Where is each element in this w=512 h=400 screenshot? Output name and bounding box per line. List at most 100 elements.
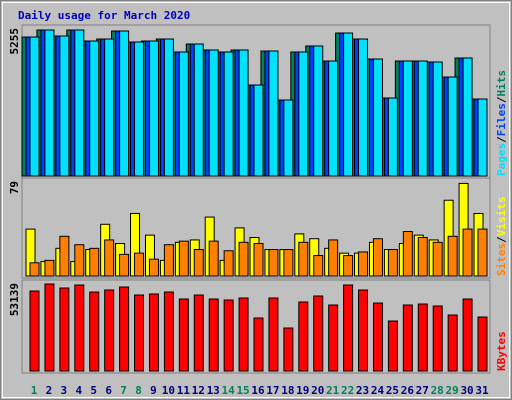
legend-separator: / xyxy=(495,136,508,143)
bar xyxy=(59,235,70,277)
x-tick-label: 17 xyxy=(266,384,279,397)
bar xyxy=(358,251,369,277)
x-tick-label: 26 xyxy=(401,384,415,397)
bar xyxy=(89,291,100,372)
bar xyxy=(119,30,130,177)
bar xyxy=(268,50,279,177)
x-tick-label: 1 xyxy=(31,384,38,397)
bar xyxy=(313,45,324,177)
bar xyxy=(372,238,383,277)
bar xyxy=(477,228,488,277)
x-tick-label: 20 xyxy=(311,384,324,397)
bar xyxy=(328,60,339,177)
bar xyxy=(74,284,85,372)
bar xyxy=(268,249,279,277)
x-tick-label: 13 xyxy=(207,384,220,397)
x-tick-label: 15 xyxy=(236,384,249,397)
bar xyxy=(298,51,309,177)
bar xyxy=(119,253,130,277)
y-tick-label: 53139 xyxy=(8,283,21,316)
bar xyxy=(44,29,55,177)
bar xyxy=(59,287,70,372)
bar xyxy=(148,258,159,277)
legend-entry: Hits xyxy=(495,70,508,97)
bar xyxy=(402,304,413,372)
bar xyxy=(134,294,145,372)
bar xyxy=(29,36,40,177)
bar xyxy=(417,303,428,372)
bar xyxy=(104,239,115,277)
bar xyxy=(432,241,443,277)
bar xyxy=(119,286,130,372)
bar xyxy=(134,252,145,277)
bar xyxy=(29,262,40,277)
bar xyxy=(328,304,339,372)
bar xyxy=(208,298,219,372)
x-tick-label: 11 xyxy=(177,384,191,397)
x-tick-label: 19 xyxy=(296,384,309,397)
x-tick-label: 21 xyxy=(326,384,340,397)
x-tick-label: 9 xyxy=(150,384,157,397)
bar xyxy=(313,255,324,277)
bar xyxy=(74,29,85,177)
bar xyxy=(163,38,174,177)
bar xyxy=(193,43,204,177)
bar xyxy=(417,60,428,177)
bar xyxy=(44,259,55,277)
bar xyxy=(432,305,443,372)
bar xyxy=(193,294,204,372)
bar xyxy=(74,244,85,277)
bar xyxy=(178,298,189,372)
bar xyxy=(148,293,159,372)
x-tick-label: 24 xyxy=(371,384,385,397)
legend: Pages/Files/Hits xyxy=(495,70,508,176)
bar xyxy=(163,291,174,372)
legend-entry: Visits xyxy=(495,197,508,237)
bar xyxy=(208,240,219,277)
bar xyxy=(462,57,473,177)
bar xyxy=(134,41,145,177)
bar xyxy=(358,38,369,177)
bar xyxy=(178,51,189,177)
bar xyxy=(447,314,458,372)
legend-separator: / xyxy=(495,96,508,103)
bar xyxy=(313,295,324,372)
bar xyxy=(343,255,354,277)
x-tick-label: 16 xyxy=(251,384,265,397)
legend: KBytes xyxy=(495,331,508,371)
bar xyxy=(372,58,383,177)
x-tick-label: 3 xyxy=(61,384,68,397)
bar xyxy=(387,97,398,177)
bar xyxy=(358,289,369,372)
bar xyxy=(432,61,443,177)
x-tick-label: 12 xyxy=(192,384,205,397)
x-tick-label: 29 xyxy=(446,384,459,397)
bar xyxy=(387,249,398,277)
bar xyxy=(89,40,100,177)
legend: Sites/Visits xyxy=(495,197,508,277)
bar xyxy=(283,249,294,277)
bar xyxy=(44,283,55,372)
x-tick-label: 10 xyxy=(162,384,175,397)
y-tick-label: 79 xyxy=(8,181,21,194)
bar xyxy=(104,38,115,177)
legend-entry: Pages xyxy=(495,143,508,176)
bar xyxy=(477,316,488,372)
x-tick-label: 31 xyxy=(475,384,489,397)
bar xyxy=(462,298,473,372)
bar xyxy=(283,327,294,372)
x-tick-label: 6 xyxy=(105,384,112,397)
x-tick-label: 2 xyxy=(46,384,53,397)
x-tick-label: 30 xyxy=(460,384,473,397)
bar xyxy=(89,247,100,277)
bar xyxy=(29,290,40,372)
bar xyxy=(417,237,428,277)
bar xyxy=(148,40,159,177)
x-tick-label: 25 xyxy=(386,384,399,397)
bar xyxy=(477,98,488,177)
bar xyxy=(462,228,473,277)
bar xyxy=(343,32,354,177)
